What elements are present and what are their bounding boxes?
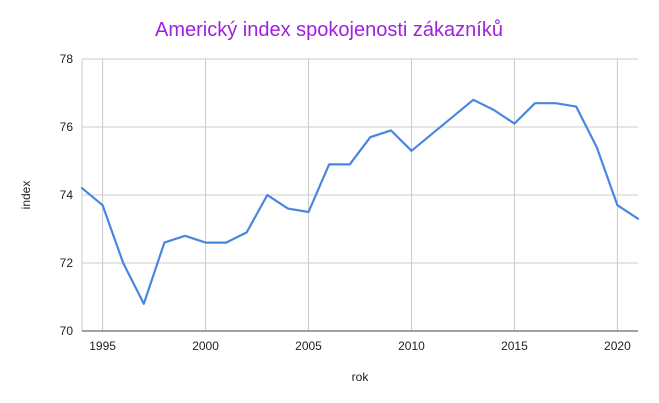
series-line (80, 98, 640, 305)
y-tick-label: 76 (60, 120, 74, 134)
x-tick-label: 2020 (604, 339, 631, 353)
x-tick-label: 2005 (295, 339, 322, 353)
x-tick-label: 1995 (89, 339, 116, 353)
y-tick-label: 72 (60, 256, 74, 270)
x-tick-label: 2015 (501, 339, 528, 353)
y-tick-label: 74 (60, 188, 74, 202)
x-axis-label: rok (352, 370, 370, 384)
chart-title: Americký index spokojenosti zákazníků (155, 19, 503, 41)
y-axis-label: index (19, 181, 33, 210)
x-tick-label: 2010 (398, 339, 425, 353)
series-layer (80, 98, 640, 305)
horizontal-gridlines (82, 58, 638, 332)
y-tick-label: 78 (60, 52, 74, 66)
x-tick-label: 2000 (192, 339, 219, 353)
y-axis-ticks: 70 72 74 76 78 (60, 52, 74, 338)
y-tick-label: 70 (60, 324, 74, 338)
x-axis-ticks: 1995 2000 2005 2010 2015 2020 (89, 339, 631, 353)
